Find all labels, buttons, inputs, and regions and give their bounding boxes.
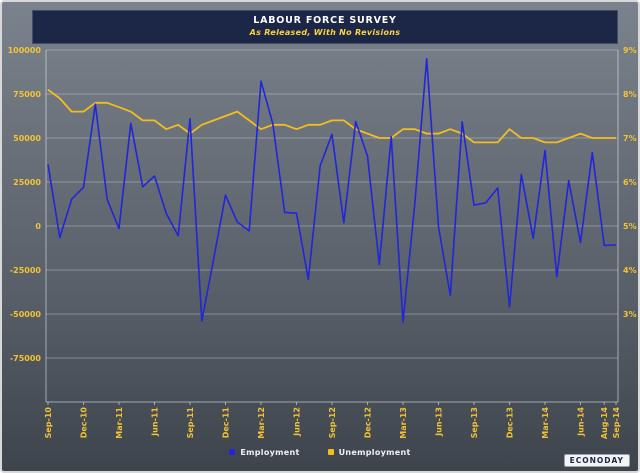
legend-item-employment: Employment (229, 448, 299, 457)
svg-text:Dec-10: Dec-10 (80, 407, 89, 439)
svg-text:Jun-11: Jun-11 (151, 407, 160, 437)
unemployment-line (47, 88, 616, 144)
left-axis-labels: 100000 75000 50000 25000 0 -25000 -50000 -75000 (8, 46, 42, 363)
econoday-logo: ECONODAY (563, 454, 630, 467)
svg-text:7%: 7% (623, 134, 637, 143)
svg-text:Mar-14: Mar-14 (541, 407, 550, 439)
svg-text:Jun-14: Jun-14 (577, 407, 586, 437)
svg-text:Sep-13: Sep-13 (470, 407, 479, 438)
chart-title-bar: LABOUR FORCE SURVEY As Released, With No… (32, 10, 618, 44)
legend-marker (327, 449, 334, 455)
svg-text:Sep-11: Sep-11 (186, 407, 195, 439)
right-axis-labels: 9% 8% 7% 6% 5% 4% 3% (623, 46, 637, 319)
svg-text:Aug-14: Aug-14 (600, 407, 609, 440)
svg-text:9%: 9% (623, 46, 637, 55)
gridlines (46, 49, 618, 359)
svg-text:5%: 5% (623, 222, 637, 231)
svg-text:0: 0 (35, 222, 41, 231)
svg-text:Mar-13: Mar-13 (399, 407, 408, 439)
svg-text:Sep-14: Sep-14 (612, 407, 621, 439)
svg-text:6%: 6% (623, 178, 637, 187)
legend-label: Unemployment (338, 447, 411, 457)
svg-text:25000: 25000 (13, 178, 41, 187)
svg-text:Sep-10: Sep-10 (44, 407, 53, 439)
svg-text:Jun-13: Jun-13 (435, 407, 444, 437)
chart-subtitle: As Released, With No Revisions (249, 28, 401, 37)
svg-text:-25000: -25000 (10, 266, 42, 275)
svg-text:50000: 50000 (13, 134, 41, 143)
svg-text:Dec-12: Dec-12 (364, 407, 373, 438)
svg-text:8%: 8% (623, 90, 637, 99)
chart-title: LABOUR FORCE SURVEY (253, 15, 397, 26)
legend-item-unemployment: Unemployment (327, 447, 411, 457)
svg-text:-50000: -50000 (10, 310, 42, 319)
legend-marker (229, 449, 236, 455)
legend-label: Employment (240, 447, 300, 457)
x-axis-labels: Sep-10 Dec-10 Mar-11 Jun-11 Sep-11 Dec-11 Mar-… (44, 402, 621, 439)
svg-text:100000: 100000 (8, 46, 42, 55)
svg-text:Mar-11: Mar-11 (115, 407, 124, 439)
svg-text:4%: 4% (623, 266, 637, 275)
employment-line (47, 57, 617, 323)
svg-text:Sep-12: Sep-12 (328, 407, 337, 438)
svg-text:3%: 3% (623, 310, 637, 319)
svg-text:Dec-11: Dec-11 (222, 407, 231, 439)
svg-text:Jun-12: Jun-12 (293, 407, 302, 437)
svg-text:75000: 75000 (13, 90, 41, 99)
svg-text:Mar-12: Mar-12 (257, 407, 266, 439)
svg-text:-75000: -75000 (10, 354, 42, 363)
chart-legend: Employment Unemployment (2, 444, 638, 460)
svg-text:Dec-13: Dec-13 (506, 407, 515, 438)
